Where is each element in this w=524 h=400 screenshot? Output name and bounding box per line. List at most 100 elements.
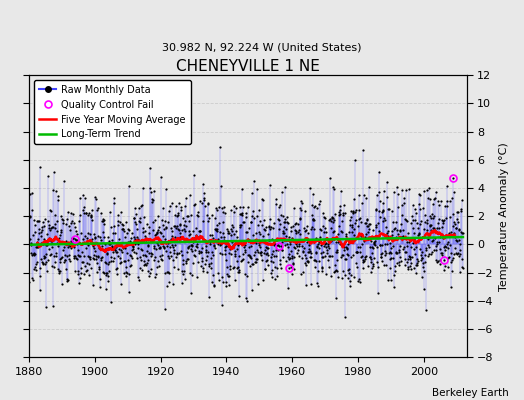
Point [410,229,418,236]
Point [164,252,172,259]
Point [310,257,319,263]
Point [414,258,422,264]
Point [432,246,440,253]
Point [359,259,368,265]
Point [45,221,53,228]
Point [29,250,38,256]
Point [110,254,118,261]
Point [401,249,410,255]
Point [356,278,364,285]
Point [389,226,398,232]
Point [58,254,67,260]
Point [186,230,194,237]
Point [119,225,128,232]
Point [157,256,165,262]
Point [132,250,140,256]
Point [185,192,194,198]
Point [166,225,174,231]
Point [282,257,290,264]
Point [84,242,92,248]
Point [351,209,359,215]
Point [406,256,414,262]
Point [444,255,452,262]
Point [316,250,325,256]
Point [70,220,79,226]
Point [66,242,74,249]
Point [158,216,166,223]
Point [457,197,466,203]
Point [375,189,383,195]
Point [208,279,216,285]
Point [104,278,112,284]
Point [413,260,421,267]
Point [343,251,351,257]
Point [417,251,425,258]
Point [276,220,285,227]
Point [241,242,249,248]
Point [252,256,260,262]
Point [252,258,260,265]
Point [292,228,301,234]
Point [112,265,121,272]
Point [287,248,295,254]
Text: Berkeley Earth: Berkeley Earth [432,388,508,398]
Point [163,269,171,275]
Point [308,202,316,208]
Point [323,236,331,242]
Point [400,195,408,202]
Point [259,276,267,283]
Point [228,244,237,251]
Point [275,226,283,232]
Point [126,238,135,244]
Point [353,264,361,270]
Point [285,265,293,271]
Point [329,229,337,236]
Point [70,267,79,274]
Point [242,214,250,220]
Point [288,234,296,241]
Point [382,223,390,230]
Point [43,240,52,246]
Point [36,272,45,279]
Point [56,232,64,238]
Point [286,240,294,247]
Point [132,220,140,227]
Point [55,270,63,276]
Point [321,270,330,277]
Point [110,194,118,201]
Point [224,282,233,288]
Point [397,234,405,240]
Point [176,221,184,227]
Point [93,269,102,276]
Point [165,208,173,214]
Point [267,251,276,257]
Point [201,257,210,264]
Point [447,250,455,256]
Point [48,244,57,250]
Point [130,205,139,211]
Point [33,238,41,245]
Point [57,255,66,261]
Point [166,249,174,255]
Point [352,260,361,266]
Point [368,244,376,250]
Point [408,225,417,231]
Point [41,254,49,260]
Point [28,275,37,281]
Point [322,243,331,250]
Point [357,200,366,206]
Point [420,226,428,232]
Point [216,183,225,189]
Point [46,252,54,258]
Point [49,187,57,194]
Point [43,242,51,248]
Point [210,283,218,289]
Point [454,250,462,256]
Point [97,210,105,216]
Point [389,218,398,225]
Point [340,247,348,253]
Point [200,190,208,197]
Point [380,262,388,268]
Point [368,226,377,233]
Point [368,263,377,270]
